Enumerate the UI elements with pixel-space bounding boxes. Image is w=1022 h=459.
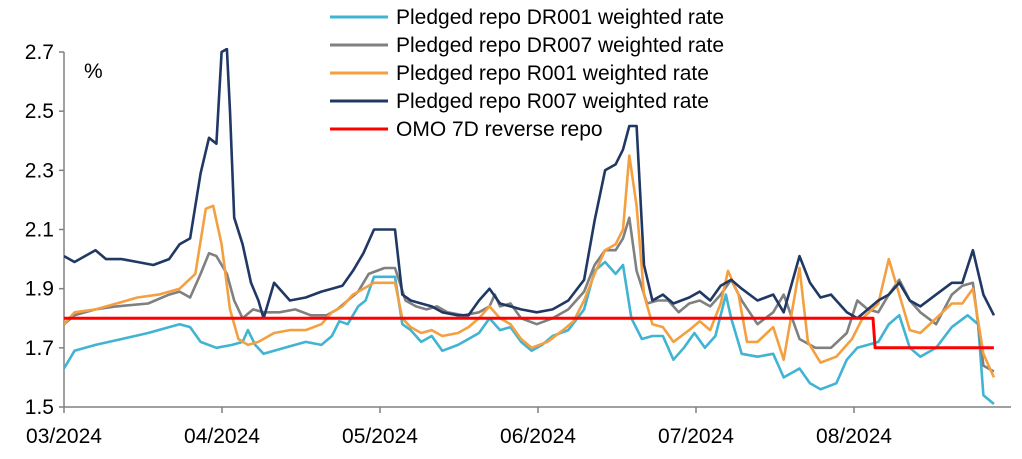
series-line-3 (64, 154, 996, 378)
series-layer (64, 48, 996, 405)
x-tick-label: 04/2024 (184, 425, 260, 448)
legend-label: Pledged repo R001 weighted rate (396, 62, 709, 85)
x-tick-label: 07/2024 (658, 425, 734, 448)
legend-label: Pledged repo DR001 weighted rate (396, 6, 724, 29)
x-tick-label: 06/2024 (500, 425, 576, 448)
y-tick-label: 1.9 (25, 278, 54, 301)
series-line-5 (64, 316, 994, 350)
y-axis-unit-label: % (84, 60, 103, 83)
y-tick-label: 1.5 (25, 396, 54, 419)
y-tick-label: 1.7 (25, 337, 54, 360)
y-tick-label: 2.5 (25, 100, 54, 123)
x-tick-label: 08/2024 (816, 425, 892, 448)
legend-label: Pledged repo R007 weighted rate (396, 90, 709, 113)
series-line-2 (64, 216, 995, 373)
x-tick-label: 03/2024 (26, 425, 102, 448)
legend: Pledged repo DR001 weighted rate Pledged … (330, 6, 724, 141)
y-tick-label: 2.1 (25, 219, 54, 242)
legend-label: OMO 7D reverse repo (396, 118, 603, 141)
y-tick-label: 2.7 (25, 41, 54, 64)
y-tick-label: 2.3 (25, 159, 54, 182)
legend-label: Pledged repo DR007 weighted rate (396, 34, 724, 57)
x-axis-ticks: 03/2024 04/2024 05/2024 06/2024 07/2024 08/20… (26, 407, 892, 448)
x-tick-label: 05/2024 (342, 425, 418, 448)
series-line-4 (64, 48, 996, 320)
y-axis-ticks: 1.5 1.7 1.9 2.1 2.3 2.5 2.7 (25, 41, 64, 419)
